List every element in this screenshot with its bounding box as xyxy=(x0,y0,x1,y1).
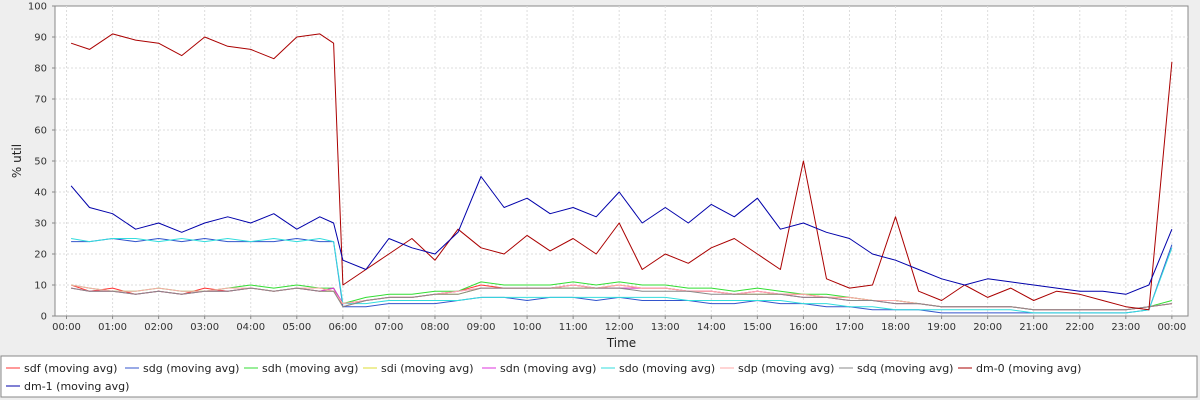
x-tick-label: 16:00 xyxy=(789,322,818,333)
y-tick-label: 10 xyxy=(34,281,47,292)
x-tick-label: 03:00 xyxy=(190,322,219,333)
x-tick-label: 10:00 xyxy=(513,322,542,333)
series-line-1 xyxy=(71,238,1173,314)
x-tick-label: 09:00 xyxy=(467,322,496,333)
x-tick-label: 19:00 xyxy=(927,322,956,333)
legend-label: dm-0 (moving avg) xyxy=(976,362,1081,375)
series-line-5 xyxy=(71,238,1173,314)
legend: sdf (moving avg) sdg (moving avg) sdh (mov… xyxy=(0,355,1198,398)
x-tick-label: 11:00 xyxy=(559,322,588,333)
x-tick-label: 08:00 xyxy=(421,322,450,333)
legend-label: sdh (moving avg) xyxy=(262,362,358,375)
y-tick-label: 0 xyxy=(41,312,47,323)
x-tick-label: 13:00 xyxy=(651,322,680,333)
x-tick-label: 04:00 xyxy=(236,322,265,333)
legend-label: sdn (moving avg) xyxy=(500,362,596,375)
y-axis-title: % util xyxy=(10,144,24,178)
legend-label: sdo (moving avg) xyxy=(619,362,715,375)
x-tick-label: 20:00 xyxy=(973,322,1002,333)
x-tick-label: 23:00 xyxy=(1111,322,1140,333)
legend-label: sdg (moving avg) xyxy=(143,362,239,375)
y-axis: 0 10 20 30 40 50 60 70 80 90 100 xyxy=(28,2,56,323)
x-tick-label: 21:00 xyxy=(1019,322,1048,333)
y-tick-label: 40 xyxy=(34,188,47,199)
series-line-7 xyxy=(71,287,1172,311)
x-tick-label: 15:00 xyxy=(743,322,772,333)
series-line-9 xyxy=(70,176,1173,295)
legend-label: sdf (moving avg) xyxy=(24,362,117,375)
x-tick-label: 00:00 xyxy=(1157,322,1186,333)
x-tick-label: 01:00 xyxy=(98,322,127,333)
x-tick-label: 02:00 xyxy=(144,322,173,333)
x-tick-label: 05:00 xyxy=(282,322,311,333)
y-tick-label: 30 xyxy=(34,219,47,230)
y-tick-label: 60 xyxy=(34,126,47,137)
legend-box xyxy=(0,355,1198,398)
x-tick-label: 17:00 xyxy=(835,322,864,333)
grid-lines xyxy=(55,6,1188,316)
legend-label: sdq (moving avg) xyxy=(857,362,953,375)
y-tick-label: 70 xyxy=(34,95,47,106)
x-tick-label: 12:00 xyxy=(605,322,634,333)
x-axis-title: Time xyxy=(606,336,636,350)
series-lines xyxy=(70,33,1173,314)
y-tick-label: 50 xyxy=(34,157,47,168)
x-tick-label: 06:00 xyxy=(328,322,357,333)
y-tick-label: 80 xyxy=(34,64,47,75)
x-tick-label: 07:00 xyxy=(374,322,403,333)
y-tick-label: 90 xyxy=(34,33,47,44)
legend-label: dm-1 (moving avg) xyxy=(24,380,129,393)
x-tick-label: 18:00 xyxy=(881,322,910,333)
y-tick-label: 100 xyxy=(28,2,47,13)
x-axis: 00:00 01:00 02:00 03:00 04:00 05:00 06:00 07:00… xyxy=(52,315,1188,333)
series-line-8 xyxy=(70,33,1173,311)
x-tick-label: 00:00 xyxy=(52,322,81,333)
y-tick-label: 20 xyxy=(34,250,47,261)
x-tick-label: 22:00 xyxy=(1065,322,1094,333)
legend-label: sdi (moving avg) xyxy=(381,362,474,375)
x-tick-label: 14:00 xyxy=(697,322,726,333)
legend-label: sdp (moving avg) xyxy=(738,362,834,375)
